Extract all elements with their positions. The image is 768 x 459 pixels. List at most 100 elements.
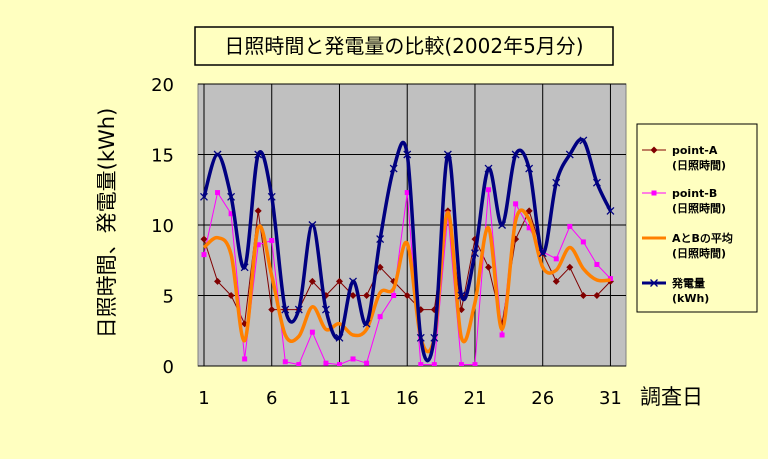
- point-a-point: [376, 263, 384, 271]
- point-b-point: [580, 239, 586, 245]
- point-b-point: [282, 359, 288, 365]
- point-b-point: [296, 362, 302, 366]
- point-b-point: [336, 362, 342, 366]
- point-a-point: [552, 277, 560, 285]
- x-tick-label: 6: [266, 388, 277, 409]
- x-tick-label: 21: [464, 388, 487, 409]
- point-b-point: [377, 314, 383, 320]
- y-tick-labels: 0 5 10 15 20: [151, 75, 174, 378]
- point-a-point: [403, 292, 411, 299]
- legend: point-A(日照時間)point-B(日照時間)AとBの平均(日照時間)発電…: [642, 144, 733, 305]
- generation-point: [538, 249, 547, 258]
- generation-point: [403, 150, 412, 159]
- series-generation: [200, 136, 615, 363]
- x-axis-label: 調査日: [640, 385, 703, 409]
- point-a-point: [200, 235, 208, 243]
- point-b-point: [526, 225, 532, 231]
- generation-point: [592, 178, 601, 187]
- generation-point: [227, 192, 236, 201]
- point-b-point: [255, 242, 261, 248]
- point-a-point: [566, 263, 574, 271]
- point-b-point: [269, 238, 275, 244]
- generation-point: [200, 192, 208, 201]
- point-b-point: [513, 201, 519, 207]
- legend-label: point-B: [672, 187, 717, 200]
- generation-point: [362, 319, 371, 328]
- generation-point: [498, 221, 507, 229]
- series-average: [202, 208, 611, 354]
- point-a-point: [227, 292, 235, 299]
- y-tick-label: 5: [163, 287, 174, 308]
- generation-point: [389, 164, 398, 173]
- point-b-point: [594, 261, 600, 267]
- generation-point: [416, 333, 425, 342]
- y-tick-label: 15: [151, 146, 174, 167]
- point-b-point: [364, 360, 370, 366]
- x-tick-label: 11: [328, 388, 351, 409]
- generation-point: [511, 150, 520, 159]
- x-tick-label: 31: [599, 388, 622, 409]
- x-tick-labels: 1 6 11 16 21 26 31: [198, 388, 622, 409]
- y-tick-label: 10: [151, 216, 174, 237]
- point-a-point: [254, 207, 262, 215]
- generation-point: [254, 150, 263, 159]
- point-b-point: [323, 360, 329, 366]
- generation-point: [321, 305, 330, 314]
- title-box: [194, 26, 614, 66]
- point-a-point: [579, 292, 587, 299]
- legend-generation-point: [650, 279, 658, 287]
- legend-item-point-a: point-A(日照時間): [642, 144, 726, 172]
- point-a-point: [593, 292, 601, 299]
- generation-point: [308, 221, 317, 229]
- point-a-point: [485, 263, 493, 271]
- generation-point: [457, 291, 466, 300]
- legend-sublabel: (日照時間): [672, 246, 726, 260]
- average-line: [202, 208, 611, 354]
- legend-sublabel: (kWh): [672, 292, 709, 305]
- chart-title: 日照時間と発電量の比較(2002年5月分): [224, 34, 583, 58]
- point-b-point: [486, 187, 492, 193]
- point-b-point: [242, 356, 248, 362]
- series-layer: [200, 136, 615, 366]
- generation-point: [267, 192, 276, 201]
- generation-point: [349, 277, 357, 286]
- y-tick-label: 0: [163, 357, 174, 378]
- generation-point: [240, 263, 249, 272]
- point-b-point: [350, 356, 356, 362]
- point-b-point: [228, 211, 234, 217]
- generation-point: [579, 136, 588, 145]
- legend-label: AとBの平均: [672, 231, 733, 245]
- legend-item-generation: 発電量 (kWh): [642, 276, 709, 305]
- legend-point-a-point: [650, 146, 658, 154]
- generation-point: [471, 249, 479, 258]
- point-b-point: [499, 332, 505, 338]
- point-a-point: [214, 277, 222, 285]
- generation-point: [443, 150, 452, 159]
- generation-point: [606, 206, 615, 215]
- point-a-point: [525, 207, 533, 215]
- generation-point: [213, 150, 222, 159]
- generation-point: [335, 333, 344, 342]
- point-a-point: [363, 292, 371, 299]
- y-tick-label: 20: [151, 75, 174, 96]
- point-b-point: [309, 329, 315, 335]
- legend-label: point-A: [672, 144, 718, 157]
- point-a-point: [268, 306, 276, 314]
- point-b-point: [391, 293, 397, 298]
- generation-point: [525, 164, 534, 173]
- generation-point: [484, 164, 493, 173]
- point-b-point: [458, 362, 464, 366]
- point-b-point: [472, 362, 478, 366]
- legend-sublabel: (日照時間): [672, 201, 726, 215]
- point-b-point: [201, 252, 207, 258]
- point-b-point: [404, 190, 410, 196]
- point-b-point: [215, 190, 221, 196]
- x-tick-label: 26: [531, 388, 554, 409]
- legend-point-b-point: [651, 190, 657, 196]
- point-b-point: [567, 223, 573, 229]
- legend-item-average: AとBの平均(日照時間): [642, 231, 733, 260]
- x-tick-label: 16: [396, 388, 419, 409]
- generation-point: [294, 305, 303, 314]
- generation-point: [281, 305, 290, 314]
